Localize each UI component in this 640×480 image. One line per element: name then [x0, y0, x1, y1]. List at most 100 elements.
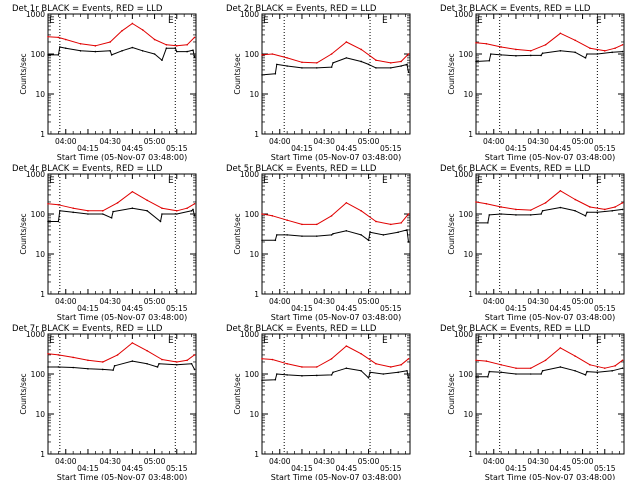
data-point — [110, 54, 113, 56]
data-point — [47, 352, 49, 355]
data-point — [375, 362, 377, 365]
y-tick-label: 1000 — [454, 10, 473, 19]
chart-title: Det 8r BLACK = Events, RED = LLD — [226, 324, 377, 334]
data-point — [159, 220, 162, 223]
corner-label: E — [49, 16, 55, 26]
series-line-lld — [261, 202, 409, 225]
y-tick-label: 1000 — [454, 170, 473, 179]
data-point — [586, 370, 588, 373]
y-tick-label: 1 — [254, 450, 259, 459]
data-point — [141, 29, 144, 31]
series-line-lld — [47, 23, 195, 47]
data-point — [315, 62, 318, 64]
x-tick-label: 05:00 — [572, 297, 594, 306]
data-point — [87, 213, 89, 215]
series-line-events — [48, 360, 195, 371]
x-tick-label: 05:15 — [380, 304, 402, 313]
x-tick-label: 05:15 — [380, 464, 402, 473]
corner-label: E — [49, 336, 55, 346]
x-tick-label: 05:15 — [594, 144, 616, 153]
x-tick-label: 04:30 — [99, 457, 121, 466]
data-point — [621, 50, 624, 53]
x-tick-label: 04:30 — [313, 137, 335, 146]
plot-frame — [47, 333, 197, 455]
x-tick-label: 04:00 — [269, 457, 291, 466]
series-line-lld — [475, 347, 623, 369]
chart-panel: Det 1r BLACK = Events, RED = LLD E E 1 10 100… — [12, 4, 197, 162]
series-line-events — [48, 207, 195, 222]
x-tick-label: 04:00 — [55, 297, 77, 306]
data-point — [360, 370, 362, 372]
data-point — [490, 53, 492, 55]
data-point — [529, 373, 532, 375]
y-tick-label: 1000 — [26, 330, 45, 339]
data-point — [382, 373, 385, 375]
data-point — [500, 371, 502, 374]
x-tick-label: 04:45 — [336, 144, 358, 153]
data-point — [345, 367, 348, 369]
data-point — [360, 352, 362, 355]
data-point — [332, 371, 334, 374]
plot-frame — [47, 173, 197, 295]
data-point — [72, 356, 74, 359]
data-point — [596, 53, 599, 55]
data-point — [57, 203, 60, 206]
series-line-events — [261, 57, 409, 76]
data-point — [574, 39, 576, 42]
data-point — [315, 67, 318, 69]
data-point — [584, 57, 587, 59]
data-point — [190, 210, 193, 212]
data-point — [192, 208, 194, 211]
y-axis-label: Counts/sec — [447, 213, 456, 254]
x-axis-label: Start Time (05-Nov-07 03:48:00) — [485, 473, 615, 480]
x-axis-label: Start Time (05-Nov-07 03:48:00) — [271, 153, 401, 162]
y-tick-label: 100 — [459, 50, 474, 59]
x-tick-label: 04:45 — [550, 304, 572, 313]
data-point — [274, 239, 277, 242]
data-point — [192, 49, 194, 51]
data-point — [131, 207, 134, 209]
data-point — [112, 369, 114, 371]
data-point — [515, 367, 517, 369]
data-point — [190, 362, 193, 365]
data-point — [165, 43, 168, 46]
data-point — [540, 373, 542, 375]
data-point — [407, 53, 410, 55]
data-point — [369, 231, 371, 234]
corner-label: E — [382, 336, 388, 346]
data-point — [261, 357, 263, 360]
data-point — [156, 366, 159, 368]
data-point — [515, 48, 517, 51]
data-point — [475, 60, 477, 63]
plot-frame — [475, 333, 625, 455]
series-line-lld — [261, 41, 409, 64]
chart-panel: Det 2r BLACK = Events, RED = LLD E E 1 10 100… — [226, 4, 411, 162]
data-point — [407, 71, 410, 74]
data-point — [286, 57, 288, 59]
data-point — [271, 53, 274, 55]
chart-panel: Det 3r BLACK = Events, RED = LLD E E 1 10 100… — [440, 4, 625, 162]
data-point — [276, 373, 278, 375]
data-point — [345, 57, 348, 59]
y-tick-label: 10 — [463, 90, 473, 99]
data-point — [369, 371, 371, 374]
data-point — [589, 206, 591, 208]
data-point — [261, 74, 263, 76]
corner-label: E — [263, 176, 269, 186]
y-tick-label: 10 — [35, 250, 45, 259]
data-point — [400, 363, 402, 366]
data-point — [101, 368, 104, 371]
data-point — [603, 367, 606, 369]
data-point — [116, 202, 119, 204]
data-point — [131, 360, 134, 362]
data-point — [375, 67, 377, 69]
plot-frame — [261, 173, 411, 295]
data-point — [529, 209, 532, 211]
data-point — [586, 53, 588, 55]
data-point — [64, 47, 67, 49]
data-point — [174, 47, 177, 49]
data-point — [175, 45, 178, 47]
data-point — [131, 190, 134, 193]
data-point — [332, 232, 334, 235]
